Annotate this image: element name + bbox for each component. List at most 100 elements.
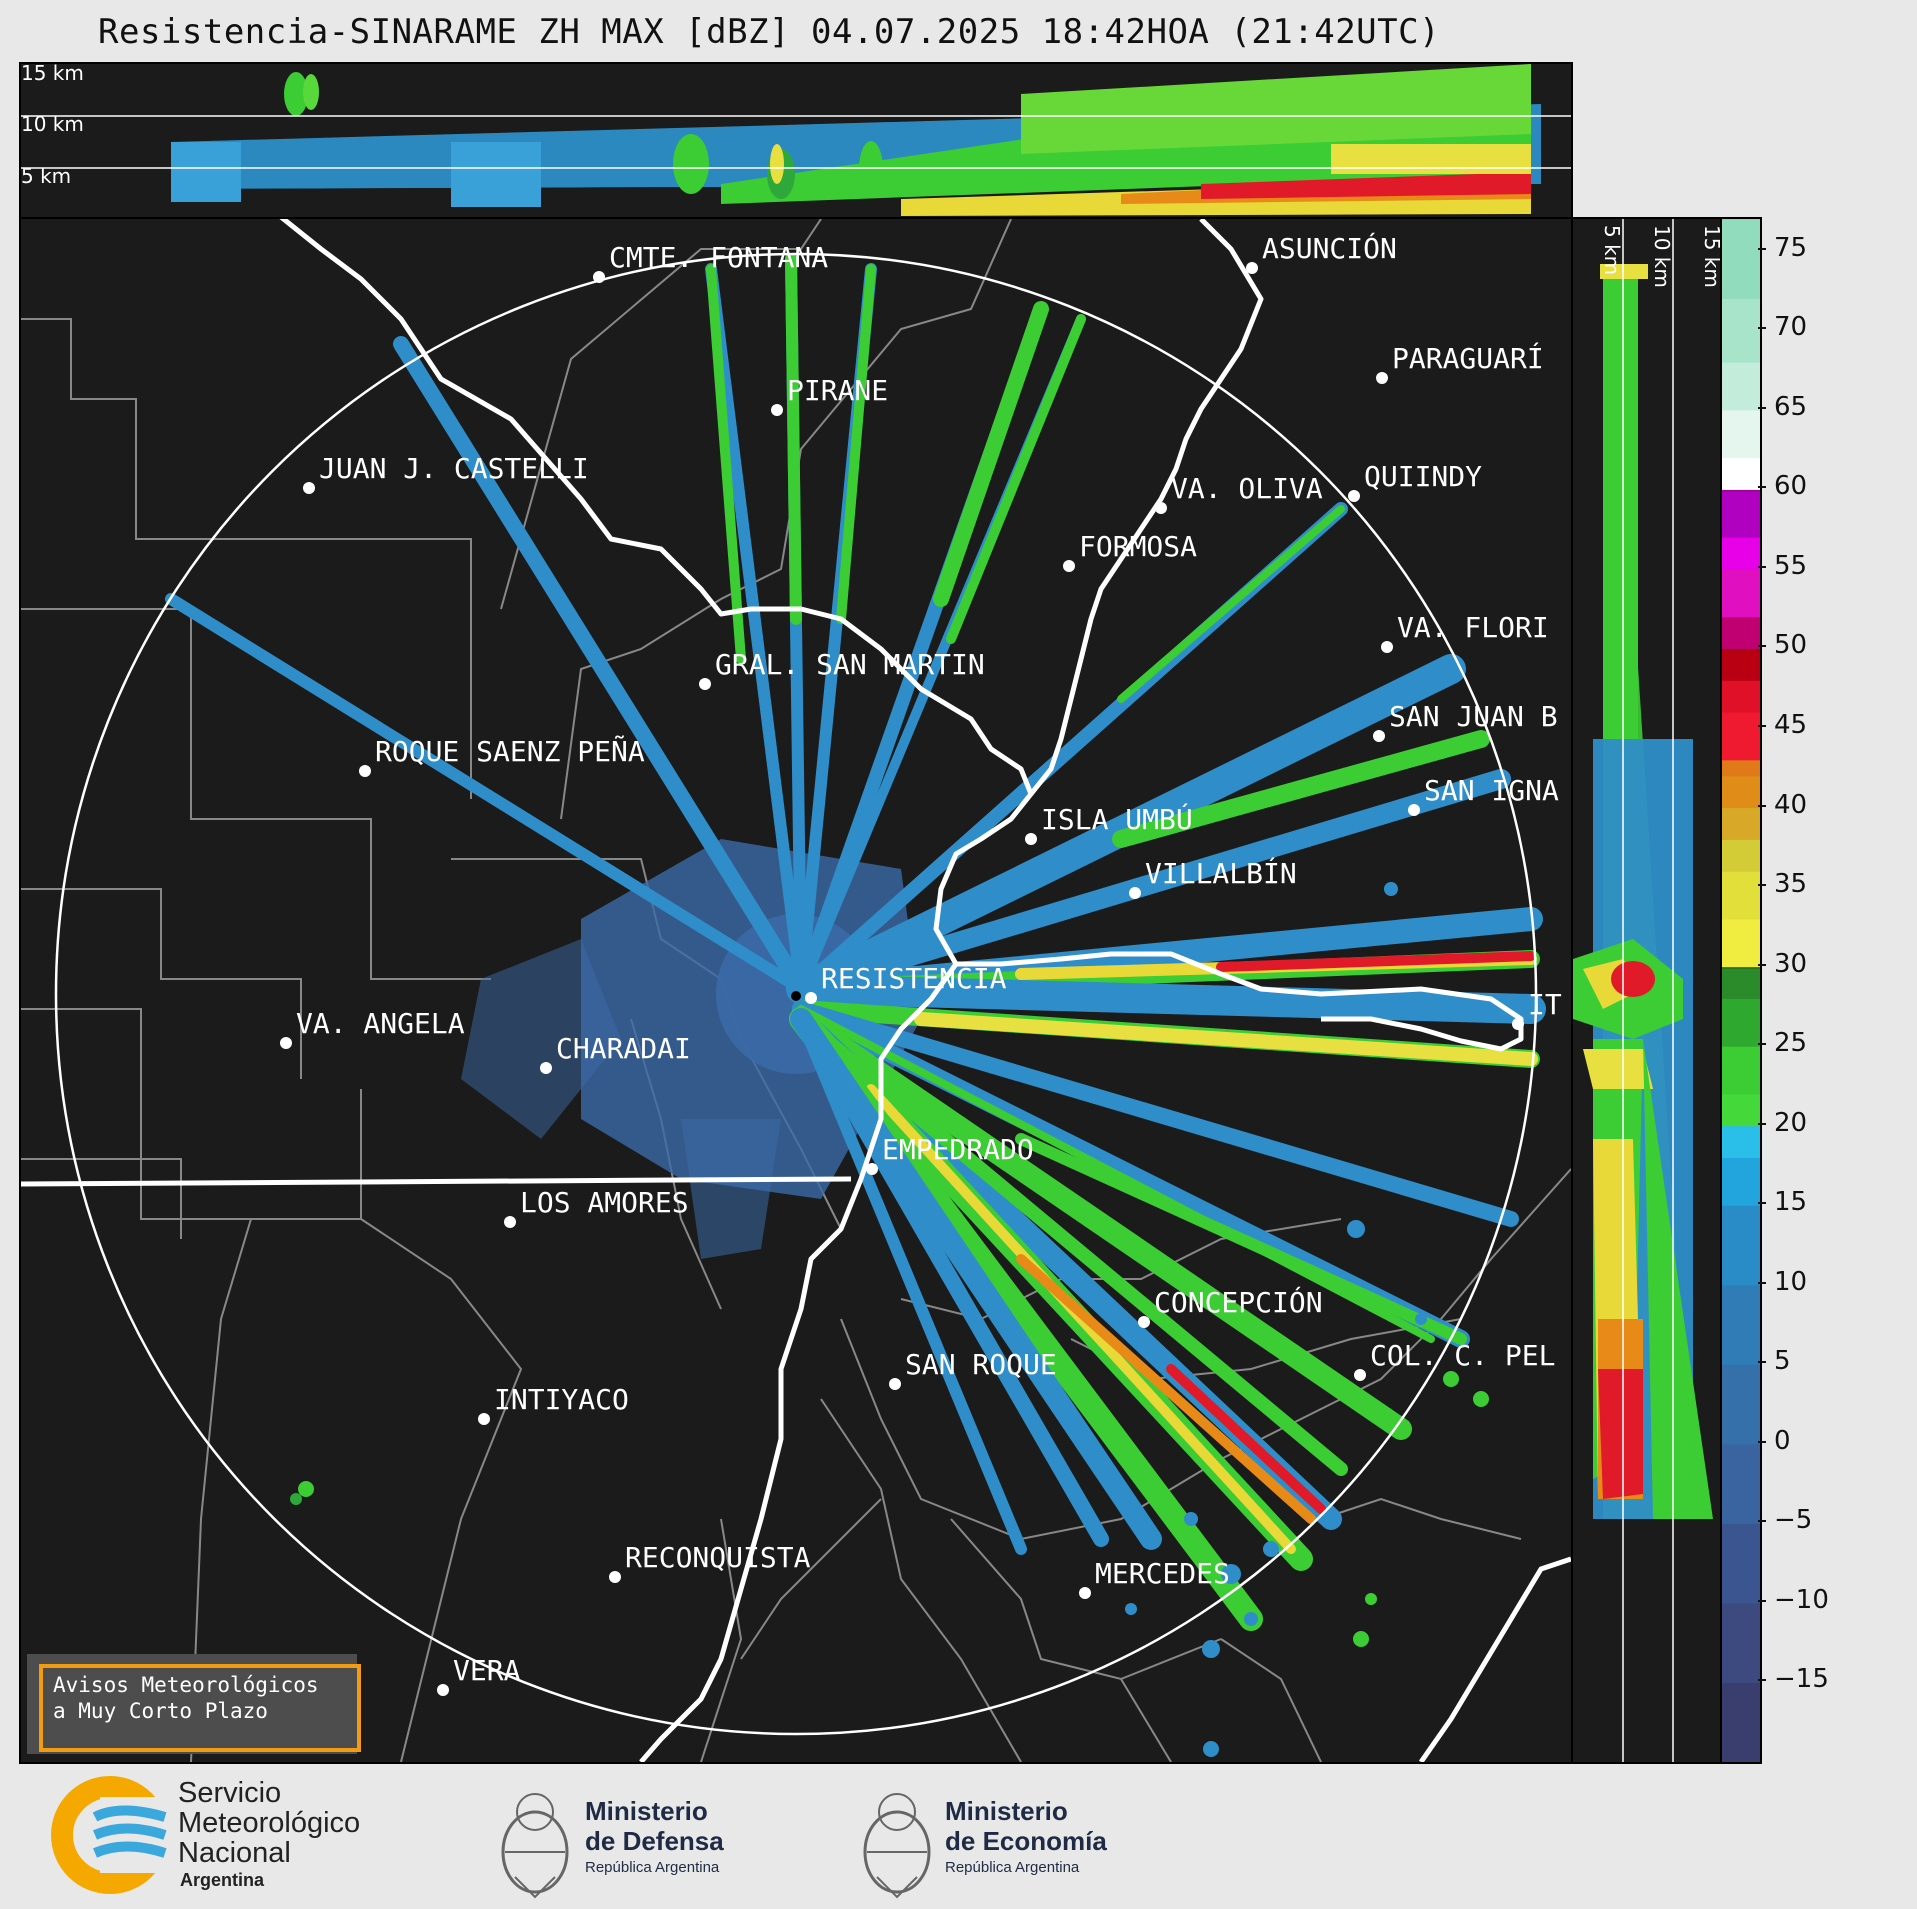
colorbar-segment (1722, 712, 1760, 761)
city-label: FORMOSA (1079, 530, 1197, 563)
city-label: VA. FLORI (1397, 611, 1549, 644)
city-dot (1246, 262, 1258, 274)
scattered-echoes (290, 882, 1489, 1757)
colorbar-segment (1722, 918, 1760, 968)
colorbar-segment (1722, 1125, 1760, 1159)
city-label: CMTE. FONTANA (609, 241, 828, 274)
colorbar-tick-label: −15 (1758, 1664, 1829, 1694)
side-echo (1573, 264, 1713, 1519)
city-dot (1063, 560, 1075, 572)
colorbar-tick-label: 20 (1757, 1108, 1807, 1138)
aviso-box: Avisos Meteorológicos a Muy Corto Plazo (27, 1654, 361, 1754)
colorbar-segment (1722, 537, 1760, 570)
city-label: VA. ANGELA (296, 1007, 465, 1040)
city-dot (609, 1571, 621, 1583)
smn-logo: Servicio Meteorológico Nacional Argentin… (51, 1776, 360, 1894)
city-dot (771, 404, 783, 416)
colorbar-segment (1722, 1205, 1760, 1286)
city-dot (359, 765, 371, 777)
aviso-frame: Avisos Meteorológicos a Muy Corto Plazo (39, 1664, 361, 1752)
colorbar-segment (1722, 457, 1760, 490)
economia-logo: Ministerio de Economía República Argenti… (863, 1793, 1107, 1899)
city-dot (1079, 1587, 1091, 1599)
colorbar-segment (1722, 648, 1760, 651)
colorbar-segment (1722, 759, 1760, 777)
colorbar-segment (1722, 489, 1760, 492)
colorbar-segment (1722, 1093, 1760, 1127)
city-dot (699, 678, 711, 690)
city-dot (1376, 372, 1388, 384)
city-label: COL. C. PEL (1370, 1339, 1555, 1372)
smn-line-3: Nacional (178, 1837, 291, 1869)
coat-of-arms-icon (863, 1793, 931, 1899)
colorbar-segment (1722, 871, 1760, 920)
footer-logos-svg: Servicio Meteorológico Nacional Argentin… (51, 1776, 1107, 1899)
colorbar-tick-label: 35 (1757, 869, 1807, 899)
colorbar-tick-label: 10 (1757, 1267, 1807, 1297)
city-label: ISLA UMBÚ (1041, 802, 1193, 836)
colorbar-segment (1722, 650, 1760, 681)
top-height-label-10: 10 km (21, 112, 84, 136)
chart-title: Resistencia-SINARAME ZH MAX [dBZ] 04.07.… (98, 12, 1441, 52)
city-dot (1138, 1316, 1150, 1328)
city-dot (303, 482, 315, 494)
city-label: CHARADAI (556, 1032, 691, 1065)
colorbar-tick-label: 30 (1757, 949, 1807, 979)
city-dot (1129, 887, 1141, 899)
economia-line-1: Ministerio (945, 1796, 1068, 1826)
city-label: VILLALBÍN (1145, 856, 1297, 890)
city-label: PIRANE (787, 374, 888, 407)
radar-site-marker (791, 991, 801, 1001)
side-height-label-10: 10 km (1650, 225, 1674, 288)
colorbar-tick-label: 75 (1757, 233, 1807, 263)
colorbar-segment (1722, 362, 1760, 411)
city-markers: CMTE. FONTANA ASUNCIÓN PARAGUARÍ PIRANE JUAN… (280, 231, 1562, 1696)
city-label: RESISTENCIA (821, 962, 1007, 995)
colorbar-segment (1722, 680, 1760, 713)
defensa-line-1: Ministerio (585, 1796, 708, 1826)
defensa-line-2: de Defensa (585, 1826, 724, 1856)
side-cross-section-svg: 5 km 10 km 15 km (1573, 219, 1722, 1762)
colorbar-segment (1722, 491, 1760, 538)
colorbar-tick-label: 60 (1757, 471, 1807, 501)
defensa-logo: Ministerio de Defensa República Argentin… (501, 1793, 724, 1899)
top-echo-yellow (770, 144, 1531, 216)
city-label: VERA (453, 1654, 521, 1687)
colorbar-segment (1722, 1157, 1760, 1206)
colorbar-tick-label: 55 (1757, 551, 1807, 581)
coat-of-arms-icon (501, 1793, 569, 1899)
colorbar-segment (1722, 966, 1760, 969)
city-label: INTIYACO (494, 1383, 629, 1416)
city-dot (593, 271, 605, 283)
city-label: RECONQUISTA (625, 1541, 811, 1574)
city-label: GRAL. SAN MARTIN (715, 648, 985, 681)
economia-line-3: República Argentina (945, 1859, 1080, 1876)
colorbar-tick-label: −10 (1758, 1585, 1829, 1615)
colorbar-segment (1722, 298, 1760, 363)
colorbar-segment (1722, 775, 1760, 809)
colorbar-segment (1722, 839, 1760, 872)
colorbar-tick-label: 65 (1757, 392, 1807, 422)
city-label: ASUNCIÓN (1262, 231, 1397, 265)
colorbar-segment (1722, 1602, 1760, 1683)
city-dot (504, 1216, 516, 1228)
city-label: ROQUE SAENZ PEÑA (375, 734, 645, 768)
top-height-label-5: 5 km (21, 164, 71, 188)
city-dot (1381, 641, 1393, 653)
side-height-label-15: 15 km (1700, 225, 1722, 288)
city-label: JUAN J. CASTELLI (319, 452, 589, 485)
range-ring (54, 252, 1538, 1736)
colorbar-segment (1722, 1046, 1760, 1095)
colorbar-tick-label: 0 (1758, 1426, 1791, 1456)
smn-line-4: Argentina (180, 1870, 265, 1890)
colorbar-tick-label: 40 (1757, 790, 1807, 820)
colorbar-segment (1722, 616, 1760, 649)
defensa-line-3: República Argentina (585, 1859, 720, 1876)
colorbar-segment (1722, 1682, 1760, 1762)
top-height-label-15: 15 km (21, 64, 84, 85)
aviso-line-2: a Muy Corto Plazo (53, 1699, 268, 1723)
city-dot (478, 1413, 490, 1425)
colorbar-tick-label: 25 (1757, 1028, 1807, 1058)
city-dot (437, 1684, 449, 1696)
colorbar-tick-label: 45 (1757, 710, 1807, 740)
